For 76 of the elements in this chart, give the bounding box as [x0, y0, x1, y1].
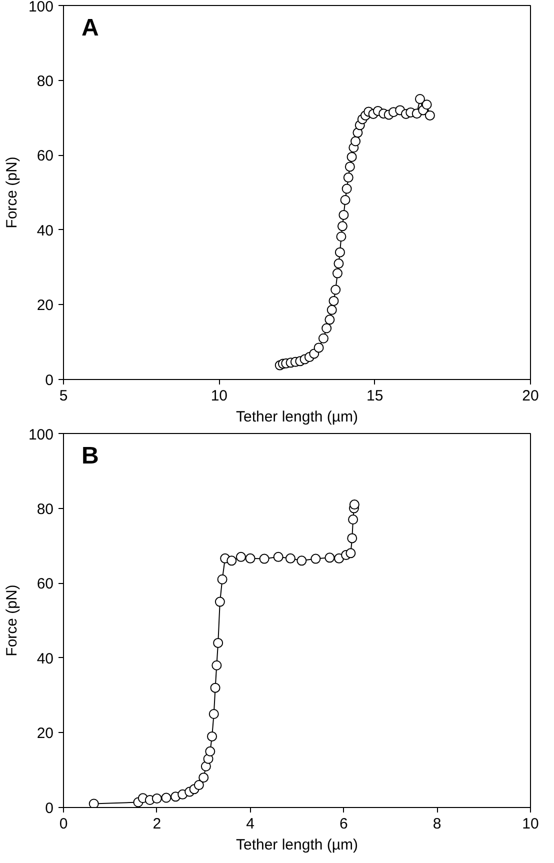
y-tick-label: 80 [36, 72, 54, 90]
y-axis-title: Force (pN) [3, 156, 20, 228]
point [350, 136, 361, 146]
x-tick-label: 4 [246, 816, 254, 832]
y-tick-label: 100 [28, 0, 54, 16]
y-tick-label: 20 [36, 725, 54, 742]
point [310, 554, 321, 564]
x-tick-label: 20 [522, 388, 539, 404]
x-tick-label: 8 [432, 816, 442, 832]
point [349, 500, 360, 510]
point [214, 596, 225, 607]
y-tick-label: 0 [45, 800, 54, 817]
y-tick-label: 60 [36, 576, 54, 593]
point [217, 574, 228, 584]
y-tick-label: 20 [36, 297, 54, 314]
y-tick-label: 0 [45, 372, 54, 389]
point [213, 638, 224, 648]
point [318, 333, 328, 344]
point [205, 746, 216, 756]
point [245, 553, 256, 564]
x-tick-label: 10 [522, 816, 539, 832]
point [88, 798, 99, 808]
point [340, 194, 350, 205]
point [414, 94, 425, 104]
point [273, 552, 284, 562]
x-tick-label: 5 [59, 388, 68, 404]
point [344, 162, 355, 172]
point [152, 794, 162, 804]
x-axis-title: Tether length (µm) [236, 408, 358, 426]
point [328, 296, 339, 306]
y-tick-label: 100 [28, 426, 54, 444]
point [342, 184, 352, 194]
annotation: A [82, 14, 99, 42]
point [285, 553, 296, 564]
y-tick-label: 80 [36, 500, 54, 518]
point [324, 552, 335, 563]
point [226, 556, 237, 566]
point [161, 792, 172, 803]
point [314, 342, 324, 353]
point [212, 660, 222, 670]
x-tick-label: 6 [340, 816, 348, 832]
x-tick-label: 2 [152, 816, 162, 832]
point [330, 284, 341, 295]
y-tick-label: 40 [36, 650, 54, 668]
point [346, 152, 357, 162]
point [332, 268, 342, 278]
x-tick-label: 10 [210, 388, 228, 404]
point [322, 323, 332, 334]
annotation: B [82, 442, 99, 470]
point [347, 533, 358, 544]
y-axis-title: Force (pN) [3, 584, 20, 656]
point [424, 110, 435, 120]
point [326, 304, 337, 315]
point [198, 772, 209, 783]
point [208, 709, 219, 719]
point [348, 514, 358, 525]
point [334, 247, 345, 258]
point [207, 731, 218, 742]
point [296, 556, 307, 566]
x-tick-label: 0 [59, 816, 68, 832]
point [337, 221, 348, 232]
y-tick-label: 40 [36, 222, 54, 240]
point [422, 100, 432, 110]
point [324, 314, 335, 325]
point [336, 232, 346, 242]
point [334, 258, 344, 269]
x-tick-label: 15 [366, 388, 384, 404]
point [194, 780, 204, 790]
point [338, 210, 349, 220]
point [236, 552, 246, 562]
point [346, 548, 356, 558]
point [259, 554, 270, 564]
x-axis-title: Tether length (µm) [236, 836, 358, 854]
point [210, 682, 220, 693]
point [343, 172, 354, 183]
y-tick-label: 60 [36, 148, 54, 165]
